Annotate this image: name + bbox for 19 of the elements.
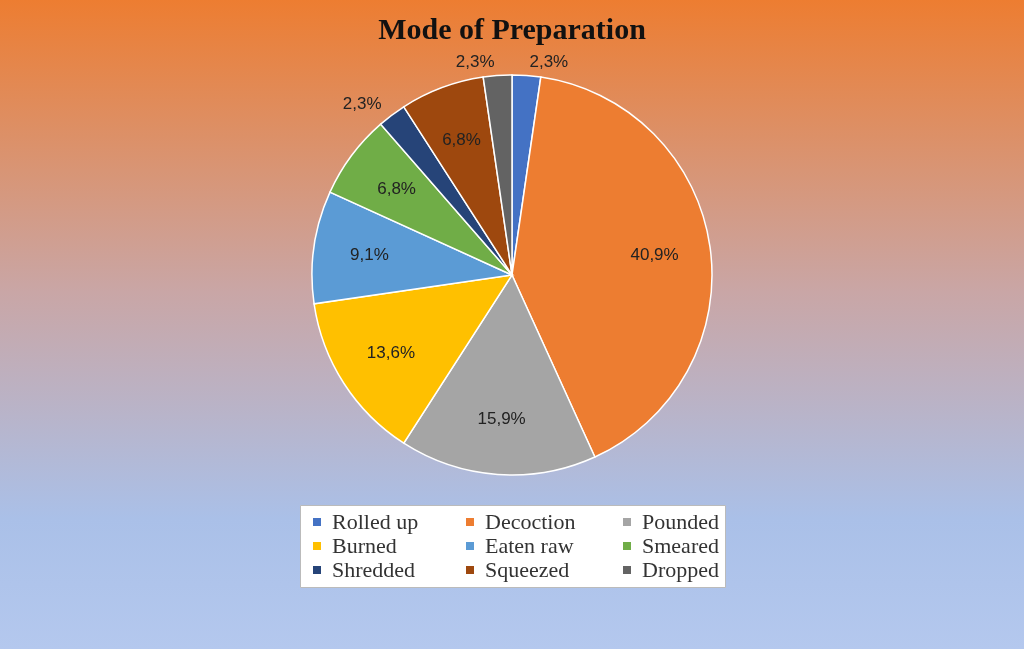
legend-label: Burned bbox=[332, 533, 397, 558]
legend-label: Pounded bbox=[642, 509, 719, 534]
data-label: 6,8% bbox=[377, 178, 416, 198]
data-label: 9,1% bbox=[350, 244, 389, 264]
chart-title: Mode of Preparation bbox=[378, 11, 647, 45]
legend-label: Shredded bbox=[332, 557, 416, 582]
legend-label: Rolled up bbox=[332, 509, 419, 534]
legend-label: Eaten raw bbox=[485, 533, 574, 558]
legend-label: Smeared bbox=[642, 533, 719, 558]
legend-label: Squeezed bbox=[485, 557, 570, 582]
data-label: 6,8% bbox=[442, 130, 481, 150]
data-label: 13,6% bbox=[366, 342, 416, 362]
data-label: 2,3% bbox=[455, 51, 495, 71]
data-label: 2,3% bbox=[342, 93, 382, 113]
data-label: 2,3% bbox=[529, 51, 569, 71]
legend-label: Dropped bbox=[642, 557, 719, 582]
data-label: 15,9% bbox=[477, 408, 526, 428]
data-label: 40,9% bbox=[630, 244, 679, 264]
legend-label: Decoction bbox=[485, 509, 576, 534]
